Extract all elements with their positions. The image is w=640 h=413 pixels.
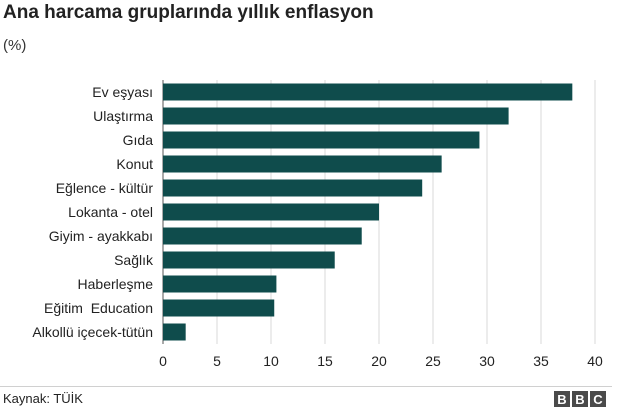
bar-chart: Ev eşyası Ulaştırma Gıda Konut Eğlence - kül… xyxy=(32,80,603,369)
category-label: Sağlık xyxy=(114,252,154,268)
x-tick-label: 20 xyxy=(371,353,387,369)
category-label: Konut xyxy=(116,156,153,172)
category-label: Gıda xyxy=(123,132,154,148)
footer-divider xyxy=(0,386,612,387)
bar xyxy=(163,131,480,149)
bar xyxy=(163,323,186,341)
category-label: Lokanta - otel xyxy=(68,204,153,220)
x-tick-label: 10 xyxy=(263,353,279,369)
chart-subtitle: (%) xyxy=(3,37,27,54)
x-tick-label: 35 xyxy=(533,353,549,369)
x-tick-label: 30 xyxy=(479,353,495,369)
bar xyxy=(163,155,442,173)
bar xyxy=(163,203,379,221)
category-label: Eğlence - kültür xyxy=(56,180,154,196)
bbc-logo-letter: C xyxy=(590,391,606,407)
bar xyxy=(163,179,423,197)
chart-title: Ana harcama gruplarında yıllık enflasyon xyxy=(3,2,374,23)
category-labels: Ev eşyası Ulaştırma Gıda Konut Eğlence - kül… xyxy=(32,84,154,340)
category-label: Giyim - ayakkabı xyxy=(49,228,153,244)
bar xyxy=(163,251,335,269)
bar xyxy=(163,227,362,245)
bbc-logo-letter: B xyxy=(554,391,570,407)
bars xyxy=(163,83,573,341)
category-label: Ulaştırma xyxy=(93,108,153,124)
x-axis-ticks: 0 5 10 15 20 25 30 35 40 xyxy=(159,353,603,369)
x-tick-label: 0 xyxy=(159,353,167,369)
bar xyxy=(163,107,509,125)
bbc-logo-letter: B xyxy=(572,391,588,407)
category-label: Ev eşyası xyxy=(92,84,153,100)
bar xyxy=(163,299,275,317)
bbc-logo: B B C xyxy=(554,391,606,407)
source-text: Kaynak: TÜİK xyxy=(3,391,83,406)
category-label: Alkollü içecek-tütün xyxy=(32,324,153,340)
x-tick-label: 5 xyxy=(213,353,221,369)
bar xyxy=(163,83,573,101)
x-tick-label: 15 xyxy=(317,353,333,369)
bar xyxy=(163,275,277,293)
x-tick-label: 40 xyxy=(587,353,603,369)
x-tick-label: 25 xyxy=(425,353,441,369)
category-label: Eğitim Education xyxy=(44,300,153,316)
category-label: Haberleşme xyxy=(78,276,154,292)
